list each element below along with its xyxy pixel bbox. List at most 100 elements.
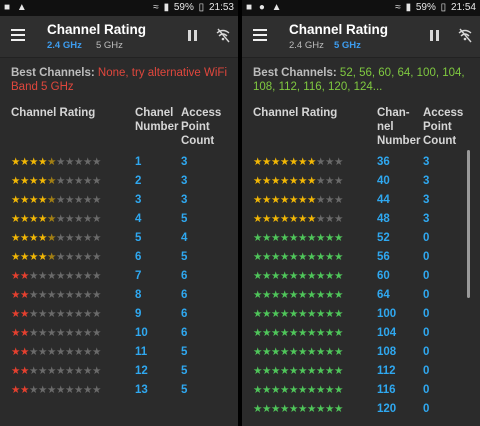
rating-stars: ★★★★★★★★★★ — [11, 175, 101, 187]
star-icon: ★ — [325, 289, 334, 301]
channel-number: 7 — [135, 270, 142, 282]
star-icon: ★ — [280, 270, 289, 282]
star-icon: ★ — [280, 327, 289, 339]
star-icon: ★ — [56, 156, 65, 168]
clock: 21:54 — [450, 2, 476, 13]
channel-number: 104 — [377, 327, 397, 339]
access-point-count: 3 — [423, 213, 430, 225]
star-icon: ★ — [74, 213, 83, 225]
star-icon: ★ — [74, 346, 83, 358]
star-icon: ★ — [29, 156, 38, 168]
star-icon: ★ — [307, 213, 316, 225]
star-icon: ★ — [47, 289, 56, 301]
star-icon: ★ — [38, 194, 47, 206]
star-icon: ★ — [74, 156, 83, 168]
hamburger-menu-icon[interactable] — [253, 29, 267, 41]
channel-number: 56 — [377, 251, 390, 263]
channel-row: ★★★★★★★★★★ 60 0 — [253, 269, 473, 285]
access-point-count: 5 — [181, 365, 188, 377]
channel-row: ★★★★★★★★★★ 64 0 — [253, 288, 473, 304]
channel-number: 40 — [377, 175, 390, 187]
star-icon: ★ — [47, 346, 56, 358]
pause-icon[interactable] — [188, 30, 197, 41]
star-icon: ★ — [38, 308, 47, 320]
channel-number: 10 — [135, 327, 148, 339]
access-point-count: 0 — [423, 365, 430, 377]
star-icon: ★ — [92, 327, 101, 339]
access-point-count: 0 — [423, 403, 430, 415]
page-title: Channel Rating — [289, 22, 389, 37]
star-icon: ★ — [56, 213, 65, 225]
best-channels: Best Channels: 52, 56, 60, 64, 100, 104,… — [253, 66, 475, 94]
star-icon: ★ — [289, 289, 298, 301]
status-icons: ≈ ▮ 59% ▯ 21:54 — [393, 2, 476, 13]
star-icon: ★ — [253, 232, 262, 244]
channel-row: ★★★★★★★★★★ 56 0 — [253, 250, 473, 266]
wifi-status-icon: ≈ — [395, 2, 401, 13]
tab-5-ghz[interactable]: 5 GHz — [96, 40, 123, 51]
channel-number: 1 — [135, 156, 142, 168]
star-icon: ★ — [280, 194, 289, 206]
battery-level: 59% — [415, 2, 436, 13]
star-icon: ★ — [316, 213, 325, 225]
access-point-count: 0 — [423, 232, 430, 244]
star-icon: ★ — [47, 384, 56, 396]
star-icon: ★ — [92, 251, 101, 263]
tab-2-4-ghz[interactable]: 2.4 GHz — [47, 40, 82, 51]
rating-stars: ★★★★★★★★★★ — [253, 156, 343, 168]
star-icon: ★ — [280, 403, 289, 415]
rating-stars: ★★★★★★★★★★ — [11, 289, 101, 301]
wifi-off-icon[interactable] — [215, 27, 231, 43]
star-icon: ★ — [334, 232, 343, 244]
star-icon: ★ — [65, 346, 74, 358]
star-icon: ★ — [47, 213, 56, 225]
star-icon: ★ — [47, 175, 56, 187]
star-icon: ★ — [325, 384, 334, 396]
star-icon: ★ — [74, 194, 83, 206]
star-icon: ★ — [20, 156, 29, 168]
star-icon: ★ — [289, 194, 298, 206]
tab-5-ghz[interactable]: 5 GHz — [334, 40, 361, 51]
access-point-count: 6 — [181, 270, 188, 282]
battery-level: 59% — [173, 2, 194, 13]
header-channel-line: Number — [135, 121, 179, 133]
pause-icon[interactable] — [430, 30, 439, 41]
star-icon: ★ — [271, 156, 280, 168]
channel-row: ★★★★★★★★★★ 8 6 — [11, 288, 231, 304]
scrollbar[interactable] — [467, 150, 470, 298]
channel-row: ★★★★★★★★★★ 52 0 — [253, 231, 473, 247]
access-point-count: 3 — [181, 175, 188, 187]
star-icon: ★ — [325, 156, 334, 168]
star-icon: ★ — [83, 251, 92, 263]
access-point-count: 3 — [181, 194, 188, 206]
channel-number: 9 — [135, 308, 142, 320]
star-icon: ★ — [20, 232, 29, 244]
header-ap-line: Count — [181, 135, 215, 147]
star-icon: ★ — [56, 251, 65, 263]
star-icon: ★ — [316, 289, 325, 301]
best-channels-label: Best Channels: — [11, 67, 95, 79]
star-icon: ★ — [47, 308, 56, 320]
star-icon: ★ — [29, 213, 38, 225]
tab-2-4-ghz[interactable]: 2.4 GHz — [289, 40, 324, 51]
hamburger-menu-icon[interactable] — [11, 29, 25, 41]
signal-icon: ▮ — [405, 2, 412, 13]
star-icon: ★ — [38, 175, 47, 187]
rating-stars: ★★★★★★★★★★ — [253, 308, 343, 320]
channel-number: 44 — [377, 194, 390, 206]
star-icon: ★ — [38, 365, 47, 377]
star-icon: ★ — [92, 270, 101, 282]
star-icon: ★ — [253, 403, 262, 415]
rating-stars: ★★★★★★★★★★ — [253, 346, 343, 358]
header-channel-rating: Channel Rating — [253, 107, 338, 119]
wifi-off-icon[interactable] — [457, 27, 473, 43]
star-icon: ★ — [325, 308, 334, 320]
star-icon: ★ — [289, 308, 298, 320]
access-point-count: 5 — [181, 251, 188, 263]
access-point-count: 5 — [181, 213, 188, 225]
star-icon: ★ — [298, 156, 307, 168]
battery-icon: ▯ — [440, 2, 447, 13]
star-icon: ★ — [74, 270, 83, 282]
wifi-status-icon: ≈ — [153, 2, 159, 13]
star-icon: ★ — [289, 365, 298, 377]
